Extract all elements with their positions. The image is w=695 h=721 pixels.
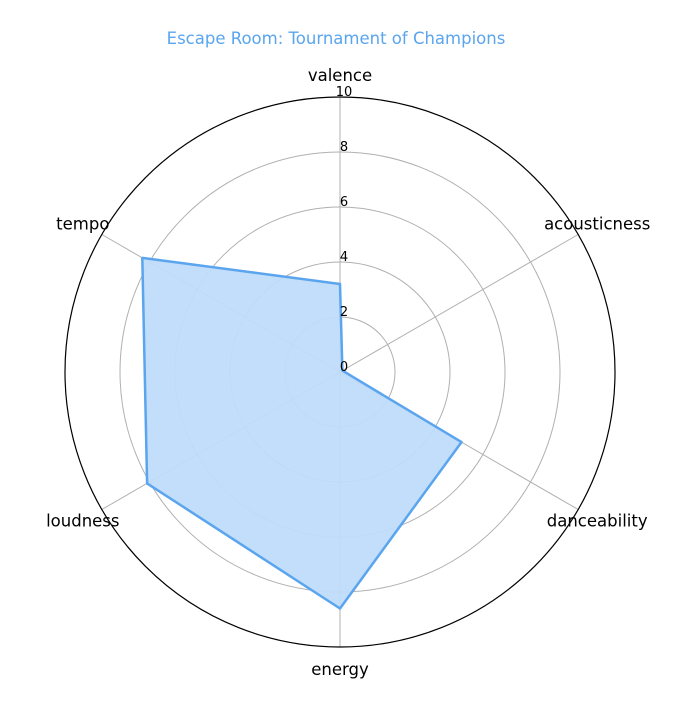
category-label: valence [308, 66, 372, 85]
category-label: acousticness [544, 215, 650, 234]
category-label: loudness [46, 512, 119, 531]
category-label: tempo [56, 215, 109, 234]
series-area [142, 257, 462, 609]
spoke-line [339, 234, 579, 373]
series-layer [141, 256, 463, 610]
category-labels: valence acousticness danceability energy lou… [46, 66, 650, 679]
tick-label: 10 [336, 85, 353, 100]
outer-frame [64, 96, 616, 648]
tick-label: 8 [340, 140, 348, 155]
tick-label: 0 [340, 360, 348, 375]
tick-label: 6 [340, 195, 348, 210]
category-label: danceability [547, 512, 648, 531]
category-label: energy [311, 660, 369, 679]
tick-label: 2 [340, 305, 348, 320]
tick-label: 4 [340, 250, 348, 265]
chart-title: Escape Room: Tournament of Champions [167, 29, 506, 48]
series-line [141, 256, 463, 610]
tick-labels: 0 2 4 6 8 10 [336, 85, 353, 375]
